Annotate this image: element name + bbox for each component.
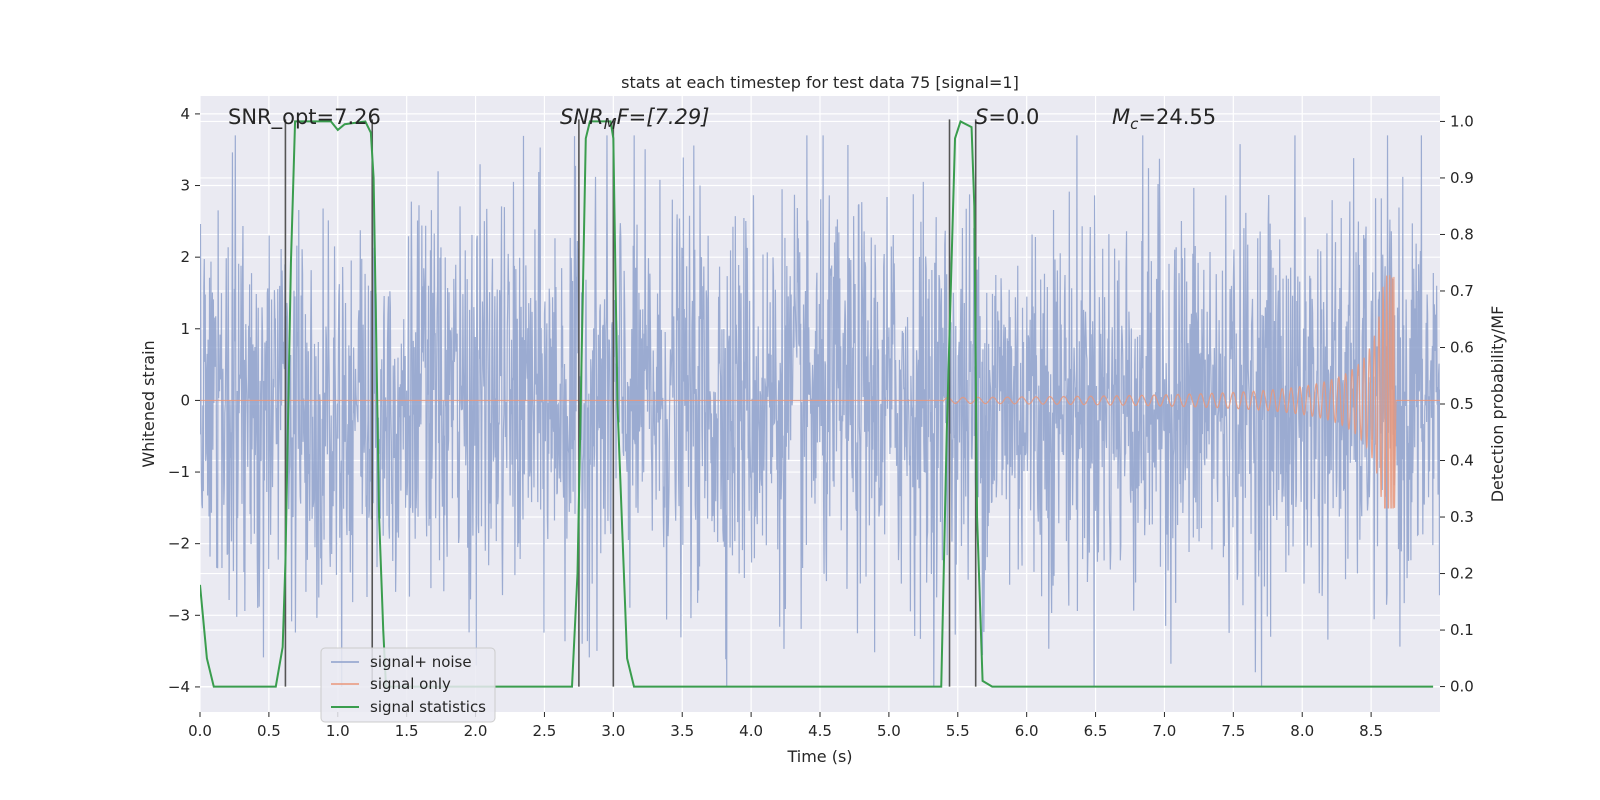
series-signal-only-line	[200, 275, 1440, 509]
annotation-s-main: S	[975, 105, 988, 129]
annotation-snr-mf-sub: M	[604, 115, 617, 133]
x-tick-label: 6.5	[1084, 722, 1108, 740]
x-tick-label: 2.5	[533, 722, 557, 740]
legend-box	[320, 647, 496, 723]
y-tick-label: −2	[168, 535, 190, 553]
y-right-tick-label: 0.6	[1450, 338, 1474, 356]
x-axis-ticks: 0.0 0.5 1.0 1.5 2.0 2.5 3.0 3.5 4.0 4.5 5.0 5.5 6.0 6…	[188, 712, 1383, 740]
y-right-tick-label: 0.9	[1450, 169, 1474, 187]
y-right-tick-label: 0.2	[1450, 565, 1474, 583]
x-tick-label: 6.0	[1015, 722, 1039, 740]
x-tick-label: 1.0	[326, 722, 350, 740]
annotation-mc-main: M	[1112, 105, 1130, 129]
y-tick-label: −1	[168, 463, 190, 481]
y-right-tick-label: 0.7	[1450, 282, 1474, 300]
y-right-tick-label: 0.1	[1450, 621, 1474, 639]
x-axis-label: Time (s)	[786, 747, 852, 766]
y-right-tick-label: 0.5	[1450, 395, 1474, 413]
annotation-s-rest: =0.0	[988, 105, 1039, 129]
y-tick-label: 2	[180, 248, 190, 266]
series-signal-noise-line	[200, 135, 1440, 687]
annotation-snr-mf-rest: F=[7.29]	[617, 105, 710, 129]
legend-label-signal-only: signal only	[370, 675, 451, 693]
x-tick-label: 5.5	[946, 722, 970, 740]
x-tick-label: 2.0	[464, 722, 488, 740]
annotation-snr-opt: SNR_opt=7.26	[228, 105, 381, 130]
y-axis-right-label: Detection probability/MF	[1488, 306, 1507, 503]
y-tick-label: −3	[168, 606, 190, 624]
x-tick-label: 8.0	[1290, 722, 1314, 740]
x-tick-label: 3.0	[601, 722, 625, 740]
y-tick-label: 0	[180, 391, 190, 409]
x-tick-label: 8.5	[1359, 722, 1383, 740]
chart-title: stats at each timestep for test data 75 …	[621, 73, 1019, 92]
x-tick-label: 7.0	[1153, 722, 1177, 740]
annotation-snr-mf-main: SNR	[560, 105, 604, 129]
data-layer	[200, 119, 1440, 688]
x-tick-label: 5.0	[877, 722, 901, 740]
y-tick-label: −4	[168, 678, 190, 696]
annotation-snr-mf: SNRMF=[7.29]	[560, 105, 709, 133]
y-right-tick-label: 0.3	[1450, 508, 1474, 526]
x-tick-label: 4.5	[808, 722, 832, 740]
y-right-tick-label: 0.4	[1450, 452, 1474, 470]
annotation-mc-rest: =24.55	[1138, 105, 1216, 129]
y-tick-label: 1	[180, 320, 190, 338]
x-tick-label: 4.0	[739, 722, 763, 740]
annotation-mc: Mc=24.55	[1112, 105, 1216, 133]
legend: signal+ noise signal only signal statist…	[320, 647, 496, 723]
x-tick-label: 0.5	[257, 722, 281, 740]
y-right-tick-label: 1.0	[1450, 112, 1474, 130]
legend-label-signal-statistics: signal statistics	[370, 698, 486, 716]
x-tick-label: 1.5	[395, 722, 419, 740]
y-axis-ticks: 4 3 2 1 0 −1 −2 −3 −4	[168, 105, 200, 696]
y-axis-label: Whitened strain	[139, 340, 158, 467]
legend-label-signal-noise: signal+ noise	[370, 653, 472, 671]
y-tick-label: 4	[180, 105, 190, 123]
y-tick-label: 3	[180, 177, 190, 195]
x-tick-label: 3.5	[670, 722, 694, 740]
annotation-s: S=0.0	[975, 105, 1039, 129]
y-right-tick-label: 0.0	[1450, 678, 1474, 696]
x-tick-label: 7.5	[1221, 722, 1245, 740]
x-tick-label: 0.0	[188, 722, 212, 740]
y-axis-right-ticks: 1.0 0.9 0.8 0.7 0.6 0.5 0.4 0.3 0.2 0.1 0.0	[1440, 112, 1474, 696]
annotation-mc-sub: c	[1130, 115, 1139, 133]
y-right-tick-label: 0.8	[1450, 225, 1474, 243]
